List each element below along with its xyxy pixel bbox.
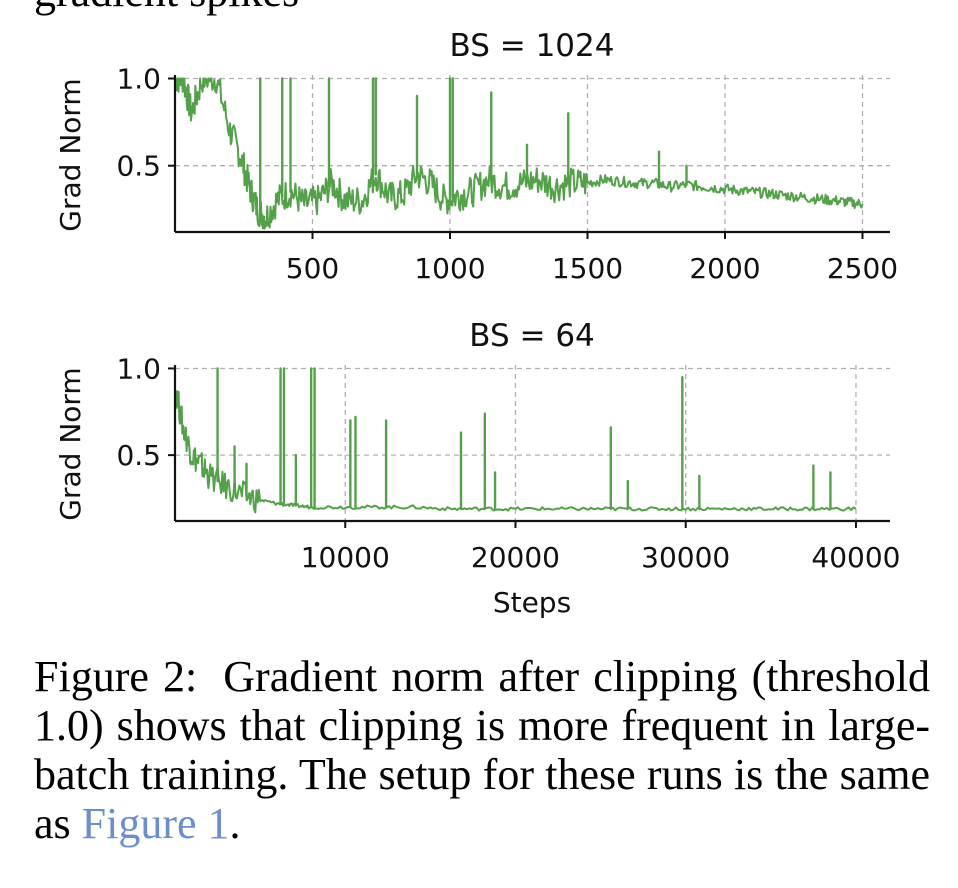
caption-text: Gradient norm after clipping (threshold …	[34, 652, 930, 848]
caption-end: .	[229, 799, 241, 848]
x-tick-label: 40000	[811, 541, 900, 574]
x-tick-label: 10000	[301, 541, 390, 574]
x-tick-label: 20000	[471, 541, 560, 574]
y-axis-label: Grad Norm	[54, 367, 87, 520]
ticks: 10000 20000 30000 40000 0.5 1.0	[116, 352, 900, 574]
x-tick-label: 1000	[414, 252, 485, 285]
figure-charts: BS = 1024 Grad Norm 500 1000 1500 2000 2500 0…	[54, 28, 900, 619]
x-tick-label: 1500	[552, 252, 623, 285]
figure-1-link[interactable]: Figure 1	[81, 799, 230, 848]
x-axis-label: Steps	[493, 586, 571, 619]
axes	[173, 75, 890, 234]
x-tick-label: 2500	[827, 252, 898, 285]
figure-caption: Figure 2: Gradient norm after clipping (t…	[34, 652, 930, 848]
x-tick-label: 30000	[641, 541, 730, 574]
x-tick-label: 500	[286, 252, 339, 285]
series-marks	[174, 367, 857, 514]
cropped-preceding-text: gradient spikes	[34, 0, 299, 17]
y-tick-label: 1.0	[116, 62, 161, 95]
series-line	[174, 389, 857, 514]
chart-title: BS = 1024	[450, 28, 615, 64]
y-tick-label: 0.5	[116, 439, 161, 472]
y-tick-label: 1.0	[116, 352, 161, 385]
chart-bs-64: BS = 64 Grad Norm Steps 10000 20000 30000 4…	[54, 318, 900, 619]
axes	[173, 365, 890, 523]
caption-label: Figure 2:	[34, 652, 198, 701]
y-tick-label: 0.5	[116, 150, 161, 183]
y-axis-label: Grad Norm	[54, 78, 87, 231]
chart-title: BS = 64	[469, 318, 595, 354]
grid	[175, 365, 890, 521]
x-tick-label: 2000	[689, 252, 760, 285]
chart-bs-1024: BS = 1024 Grad Norm 500 1000 1500 2000 2500 0…	[54, 28, 898, 285]
series-line	[174, 77, 864, 230]
ticks: 500 1000 1500 2000 2500 0.5 1.0	[116, 62, 898, 285]
series-marks	[174, 77, 864, 230]
